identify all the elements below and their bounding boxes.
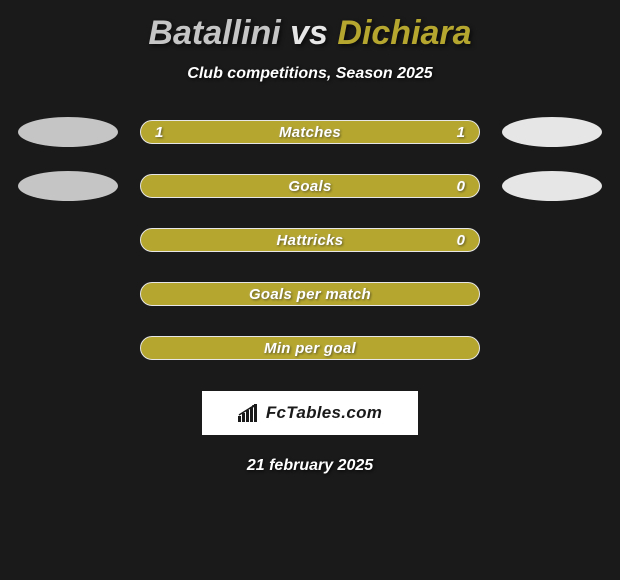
stat-label: Matches	[279, 124, 341, 141]
value-right: 0	[457, 232, 465, 249]
stat-row: Goals 0	[0, 171, 620, 201]
right-ellipse	[502, 117, 602, 147]
stat-label: Hattricks	[277, 232, 344, 249]
value-right: 1	[457, 124, 465, 141]
left-ellipse	[18, 171, 118, 201]
stat-row: 1 Matches 1	[0, 117, 620, 147]
left-ellipse	[18, 117, 118, 147]
date-text: 21 february 2025	[0, 457, 620, 475]
stat-row: Goals per match	[0, 279, 620, 309]
stat-bar: 1 Matches 1	[140, 120, 480, 144]
player1-name: Batallini	[148, 14, 280, 52]
player2-name: Dichiara	[337, 14, 471, 52]
title: Batallini vs Dichiara	[0, 14, 620, 53]
stat-bar: Goals 0	[140, 174, 480, 198]
stat-label: Min per goal	[264, 340, 356, 357]
stat-bar: Goals per match	[140, 282, 480, 306]
value-right: 0	[457, 178, 465, 195]
subtitle: Club competitions, Season 2025	[0, 65, 620, 83]
brand-text: FcTables.com	[266, 403, 382, 423]
stat-label: Goals	[288, 178, 331, 195]
bars-icon	[238, 404, 260, 422]
stat-label: Goals per match	[249, 286, 371, 303]
value-left: 1	[155, 124, 163, 141]
stat-row: Hattricks 0	[0, 225, 620, 255]
right-ellipse	[502, 171, 602, 201]
stat-row: Min per goal	[0, 333, 620, 363]
comparison-infographic: Batallini vs Dichiara Club competitions,…	[0, 0, 620, 485]
vs-text: vs	[290, 14, 328, 52]
stat-rows: 1 Matches 1 Goals 0 Hattricks 0 Goals per match…	[0, 117, 620, 363]
stat-bar: Min per goal	[140, 336, 480, 360]
brand-box: FcTables.com	[202, 391, 418, 435]
stat-bar: Hattricks 0	[140, 228, 480, 252]
